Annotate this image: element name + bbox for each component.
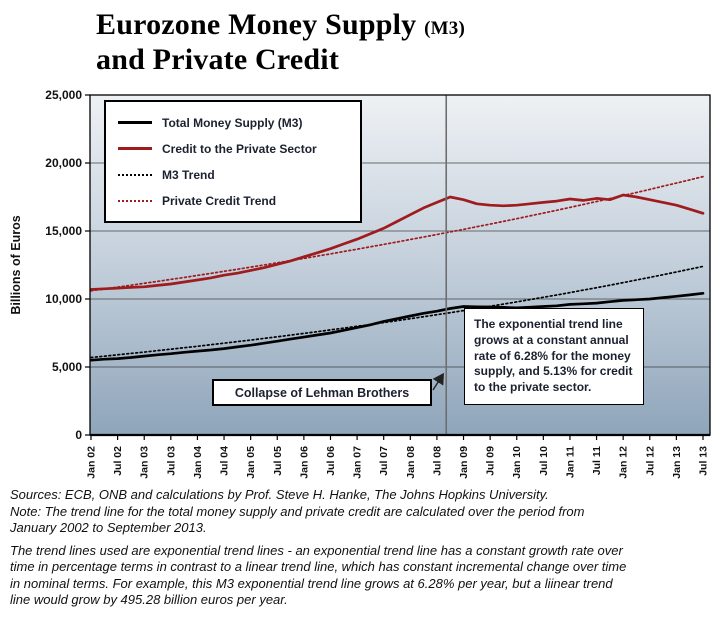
- svg-text:Jan 13: Jan 13: [671, 446, 683, 479]
- svg-text:Jan 10: Jan 10: [511, 446, 523, 479]
- svg-text:Jul 12: Jul 12: [644, 446, 656, 476]
- chart-legend: Total Money Supply (M3) Credit to the Pr…: [104, 100, 362, 223]
- svg-text:Jul 06: Jul 06: [325, 446, 337, 476]
- m3-trend-swatch: [118, 173, 152, 176]
- svg-text:Jan 11: Jan 11: [564, 446, 576, 478]
- svg-text:Jan 07: Jan 07: [352, 446, 364, 479]
- footer-note: Note: The trend line for the total money…: [10, 503, 585, 536]
- credit-line-swatch: [118, 147, 152, 150]
- svg-text:Jan 03: Jan 03: [139, 446, 151, 479]
- svg-text:Jul 09: Jul 09: [485, 446, 497, 476]
- title-main: Eurozone Money Supply: [96, 8, 417, 41]
- legend-label: Total Money Supply (M3): [162, 115, 303, 130]
- legend-item-private-credit-trend: Private Credit Trend: [118, 191, 348, 210]
- trend-note-box: The exponential trend line grows at a co…: [464, 308, 644, 406]
- svg-text:Jan 08: Jan 08: [405, 446, 417, 479]
- svg-text:Billions of Euros: Billions of Euros: [9, 215, 23, 314]
- svg-text:25,000: 25,000: [45, 88, 82, 102]
- svg-text:0: 0: [75, 428, 82, 442]
- legend-label: Private Credit Trend: [162, 193, 277, 208]
- svg-text:Jul 03: Jul 03: [165, 446, 177, 476]
- svg-text:Jan 02: Jan 02: [86, 446, 98, 479]
- svg-text:Jan 04: Jan 04: [192, 446, 204, 479]
- title-line-1: Eurozone Money Supply (M3): [96, 8, 465, 43]
- legend-label: M3 Trend: [162, 167, 215, 182]
- svg-text:Jul 10: Jul 10: [538, 446, 550, 476]
- svg-text:Jan 05: Jan 05: [245, 446, 257, 479]
- legend-item-m3-trend: M3 Trend: [118, 165, 348, 184]
- svg-text:Jul 13: Jul 13: [698, 446, 710, 476]
- svg-text:Jan 12: Jan 12: [618, 446, 630, 479]
- m3-line-swatch: [118, 121, 152, 124]
- svg-text:Jul 08: Jul 08: [431, 446, 443, 476]
- svg-text:Jul 07: Jul 07: [378, 446, 390, 476]
- credit-trend-swatch: [118, 199, 152, 202]
- legend-label: Credit to the Private Sector: [162, 141, 317, 156]
- lehman-annotation-box: Collapse of Lehman Brothers: [212, 379, 432, 406]
- svg-text:10,000: 10,000: [45, 292, 82, 306]
- footer-paragraph: The trend lines used are exponential tre…: [10, 542, 627, 608]
- svg-text:Jul 11: Jul 11: [591, 446, 603, 475]
- footer-notes: Sources: ECB, ONB and calculations by Pr…: [10, 487, 632, 609]
- svg-text:5,000: 5,000: [52, 360, 82, 374]
- footer-sources: Sources: ECB, ONB and calculations by Pr…: [10, 487, 549, 502]
- svg-text:20,000: 20,000: [45, 156, 82, 170]
- svg-text:Jul 05: Jul 05: [272, 446, 284, 476]
- title-line-2: and Private Credit: [96, 42, 340, 76]
- legend-item-private-credit: Credit to the Private Sector: [118, 139, 348, 158]
- svg-text:15,000: 15,000: [45, 224, 82, 238]
- svg-text:Jan 09: Jan 09: [458, 446, 470, 479]
- svg-text:Jul 04: Jul 04: [219, 446, 231, 476]
- page-title: Eurozone Money Supply (M3) and Private C…: [96, 8, 465, 78]
- title-m3: (M3): [424, 18, 465, 39]
- legend-item-total-money-supply: Total Money Supply (M3): [118, 113, 348, 132]
- svg-text:Jan 06: Jan 06: [298, 446, 310, 479]
- svg-text:Jul 02: Jul 02: [112, 446, 124, 476]
